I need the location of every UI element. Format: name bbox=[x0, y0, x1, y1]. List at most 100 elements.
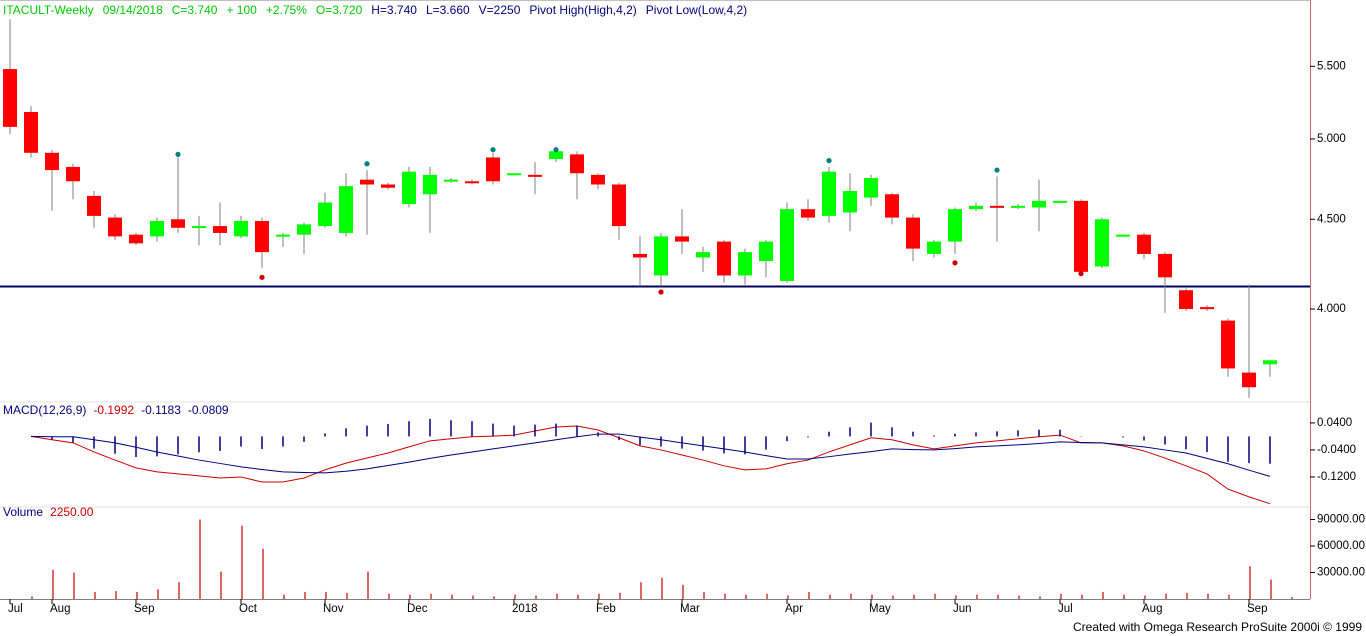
y-tick-label: 60000.00 bbox=[1317, 540, 1365, 552]
candle-body bbox=[549, 151, 563, 160]
candle-body bbox=[738, 252, 752, 276]
indicator-title: Volume bbox=[3, 505, 43, 519]
candle-body bbox=[780, 209, 794, 281]
candle-body bbox=[318, 202, 332, 227]
x-tick-label: Dec bbox=[407, 603, 428, 615]
candle-body bbox=[486, 157, 500, 182]
candle-body bbox=[1053, 200, 1067, 203]
candle-body bbox=[192, 226, 206, 229]
candle-body bbox=[633, 253, 647, 258]
y-tick-label: 5.500 bbox=[1317, 60, 1346, 72]
candle-body bbox=[801, 209, 815, 218]
y-tick-label: 5.000 bbox=[1317, 133, 1346, 145]
candle-body bbox=[1200, 307, 1214, 310]
x-tick-label: Sep bbox=[134, 603, 154, 615]
line-series bbox=[30, 433, 1271, 477]
candle-body bbox=[906, 217, 920, 249]
x-tick-label: Sep bbox=[1247, 603, 1267, 615]
y-tick-label: 4.500 bbox=[1317, 213, 1346, 225]
candle-body bbox=[45, 152, 59, 171]
candle-body bbox=[885, 194, 899, 218]
pivot-dot bbox=[490, 147, 496, 153]
indicator-value: -0.1183 bbox=[141, 403, 181, 417]
indicator-legend: MACD(12,26,9) -0.1992 -0.1183 -0.0809 bbox=[3, 403, 229, 417]
candle-body bbox=[66, 166, 80, 182]
candle-body bbox=[927, 241, 941, 254]
pivot-dot bbox=[553, 147, 559, 153]
header-item: 09/14/2018 bbox=[103, 3, 163, 17]
x-tick-label: Feb bbox=[596, 603, 616, 615]
candle-body bbox=[1158, 253, 1172, 278]
candle-body bbox=[1242, 372, 1256, 388]
x-tick-label: May bbox=[869, 603, 891, 615]
indicator-title: MACD(12,26,9) bbox=[3, 403, 86, 417]
y-tick-label: 90000.00 bbox=[1317, 514, 1365, 526]
indicator-value: -0.1992 bbox=[93, 403, 134, 417]
candle-body bbox=[1074, 200, 1088, 272]
candle-body bbox=[1221, 320, 1235, 369]
indicator-value: 2250.00 bbox=[50, 505, 94, 519]
candle-body bbox=[654, 236, 668, 276]
x-tick-label: Jul bbox=[8, 603, 23, 615]
candle-body bbox=[696, 252, 710, 258]
candle-body bbox=[465, 181, 479, 184]
header-item: ITACULT-Weekly bbox=[3, 3, 94, 17]
candle-body bbox=[1263, 360, 1277, 365]
header-item: V=2250 bbox=[479, 3, 521, 17]
legend-entry: Pivot Low(Low,4,2) bbox=[646, 3, 747, 17]
candle-body bbox=[1179, 290, 1193, 310]
y-tick-label: 30000.00 bbox=[1317, 567, 1365, 579]
candle-body bbox=[990, 205, 1004, 208]
candle-body bbox=[507, 173, 521, 176]
candle-body bbox=[87, 195, 101, 216]
candle-body bbox=[1116, 234, 1130, 237]
candle-body bbox=[1011, 205, 1025, 208]
candle-body bbox=[675, 236, 689, 242]
candle-body bbox=[339, 186, 353, 233]
candle-body bbox=[297, 224, 311, 235]
line-series bbox=[30, 425, 1271, 505]
pivot-dot bbox=[826, 158, 832, 164]
x-tick-label: Jun bbox=[953, 603, 972, 615]
candle-body bbox=[948, 209, 962, 242]
candle-body bbox=[423, 174, 437, 195]
candle-body bbox=[570, 154, 584, 174]
candle-body bbox=[234, 220, 248, 237]
candle-body bbox=[843, 191, 857, 213]
x-tick-label: Aug bbox=[50, 603, 70, 615]
candle-body bbox=[276, 234, 290, 237]
candle-body bbox=[171, 219, 185, 228]
x-tick-label: Apr bbox=[785, 603, 803, 615]
candle-body bbox=[213, 226, 227, 233]
candle-body bbox=[528, 174, 542, 177]
y-tick-label: -0.1200 bbox=[1317, 471, 1356, 483]
header-item: +2.75% bbox=[266, 3, 307, 17]
candle-body bbox=[822, 171, 836, 216]
candle-body bbox=[591, 174, 605, 185]
x-tick-label: Oct bbox=[239, 603, 258, 615]
y-tick-label: 0.0400 bbox=[1317, 417, 1352, 429]
candle-body bbox=[1032, 200, 1046, 208]
candle-body bbox=[969, 205, 983, 210]
x-tick-label: Mar bbox=[680, 603, 700, 615]
candle-body bbox=[759, 241, 773, 262]
header-item: O=3.720 bbox=[316, 3, 363, 17]
candle-body bbox=[612, 184, 626, 227]
candle-body bbox=[381, 184, 395, 188]
candle-body bbox=[108, 217, 122, 237]
indicator-legend: Volume 2250.00 bbox=[3, 505, 94, 519]
x-tick-label: 2018 bbox=[512, 603, 538, 615]
candle-body bbox=[3, 69, 17, 127]
candle-body bbox=[717, 241, 731, 276]
candle-body bbox=[360, 179, 374, 185]
legend-entry: Pivot High(High,4,2) bbox=[529, 3, 636, 17]
x-tick-label: Aug bbox=[1142, 603, 1162, 615]
candle-body bbox=[864, 178, 878, 198]
header-item: H=3.740 bbox=[371, 3, 417, 17]
header-item: L=3.660 bbox=[426, 3, 470, 17]
candle-body bbox=[129, 234, 143, 244]
candle-body bbox=[150, 220, 164, 237]
